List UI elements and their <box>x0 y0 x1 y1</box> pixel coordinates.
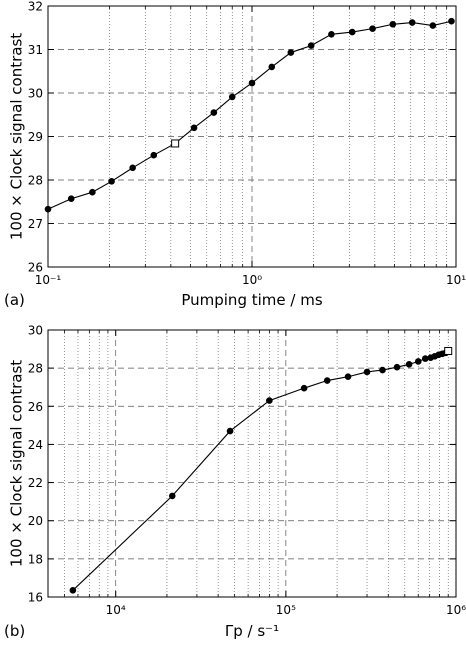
x-tick-label: 10⁵ <box>276 603 296 617</box>
data-point <box>268 63 276 71</box>
data-point <box>379 366 386 374</box>
highlight-point <box>444 346 453 355</box>
y-tick-label: 28 <box>28 362 43 376</box>
y-tick-label: 18 <box>28 552 43 566</box>
data-point <box>421 355 429 362</box>
x-tick-label: 10⁴ <box>106 603 126 617</box>
data-point <box>348 28 356 36</box>
data-point <box>369 25 376 32</box>
chart-panel-a: 10⁻¹ 10⁰ 10¹ 26 27 28 29 30 31 32 100 × Clock sign… <box>4 0 466 309</box>
y-tick-label: 26 <box>28 400 43 414</box>
panel-label: (a) <box>4 291 25 309</box>
x-tick-label: 10⁰ <box>242 273 262 287</box>
data-point <box>328 30 335 38</box>
y-tick-label: 32 <box>28 0 43 14</box>
x-tick-label: 10⁻¹ <box>35 273 62 287</box>
data-point <box>405 361 413 368</box>
y-tick-label: 30 <box>28 324 43 338</box>
data-point <box>287 49 295 56</box>
highlight-point <box>171 139 180 148</box>
data-point <box>300 384 308 392</box>
data-point <box>108 178 115 185</box>
y-axis-label: 100 × Clock signal contrast <box>8 360 26 567</box>
data-point <box>129 164 136 172</box>
y-tick-label: 31 <box>28 43 43 57</box>
x-axis-label: Pumping time / ms <box>181 291 322 309</box>
y-tick-label: 22 <box>28 476 43 490</box>
y-tick-label: 20 <box>28 514 43 528</box>
data-point <box>389 20 397 28</box>
plot-frame <box>47 5 457 268</box>
data-point <box>307 42 315 49</box>
data-point <box>323 377 331 384</box>
data-point <box>248 79 256 87</box>
data-point <box>67 195 75 203</box>
data-point <box>266 397 273 404</box>
data-point <box>228 93 236 101</box>
data-point <box>168 492 176 500</box>
data-point <box>414 358 422 365</box>
data-point <box>363 368 371 376</box>
y-tick-label: 27 <box>28 217 43 231</box>
data-point <box>429 22 437 29</box>
data-point <box>210 109 218 116</box>
data-point <box>408 19 416 26</box>
data-point <box>448 17 455 25</box>
y-tick-label: 29 <box>28 130 43 144</box>
data-point <box>69 587 77 594</box>
x-tick-label: 10⁶ <box>446 603 466 617</box>
y-tick-label: 16 <box>28 591 43 605</box>
data-point <box>150 151 158 159</box>
y-tick-label: 30 <box>28 87 43 101</box>
data-point <box>226 427 234 435</box>
x-tick-label: 10¹ <box>446 273 466 287</box>
data-point <box>393 363 401 371</box>
plot-frame <box>47 329 457 598</box>
y-tick-label: 28 <box>28 174 43 188</box>
y-tick-label: 26 <box>28 261 43 275</box>
x-axis-label: Γp / s⁻¹ <box>225 622 279 640</box>
data-point <box>44 205 52 213</box>
data-point <box>344 373 352 381</box>
panel-label: (b) <box>4 622 25 640</box>
y-tick-label: 24 <box>28 438 43 452</box>
y-axis-label: 100 × Clock signal contrast <box>8 33 26 240</box>
data-point <box>89 188 96 196</box>
data-point <box>190 124 198 132</box>
chart-panel-b: 10⁴ 10⁵ 10⁶ 16 18 20 22 24 26 28 30 100 × Clock sig… <box>4 324 466 641</box>
